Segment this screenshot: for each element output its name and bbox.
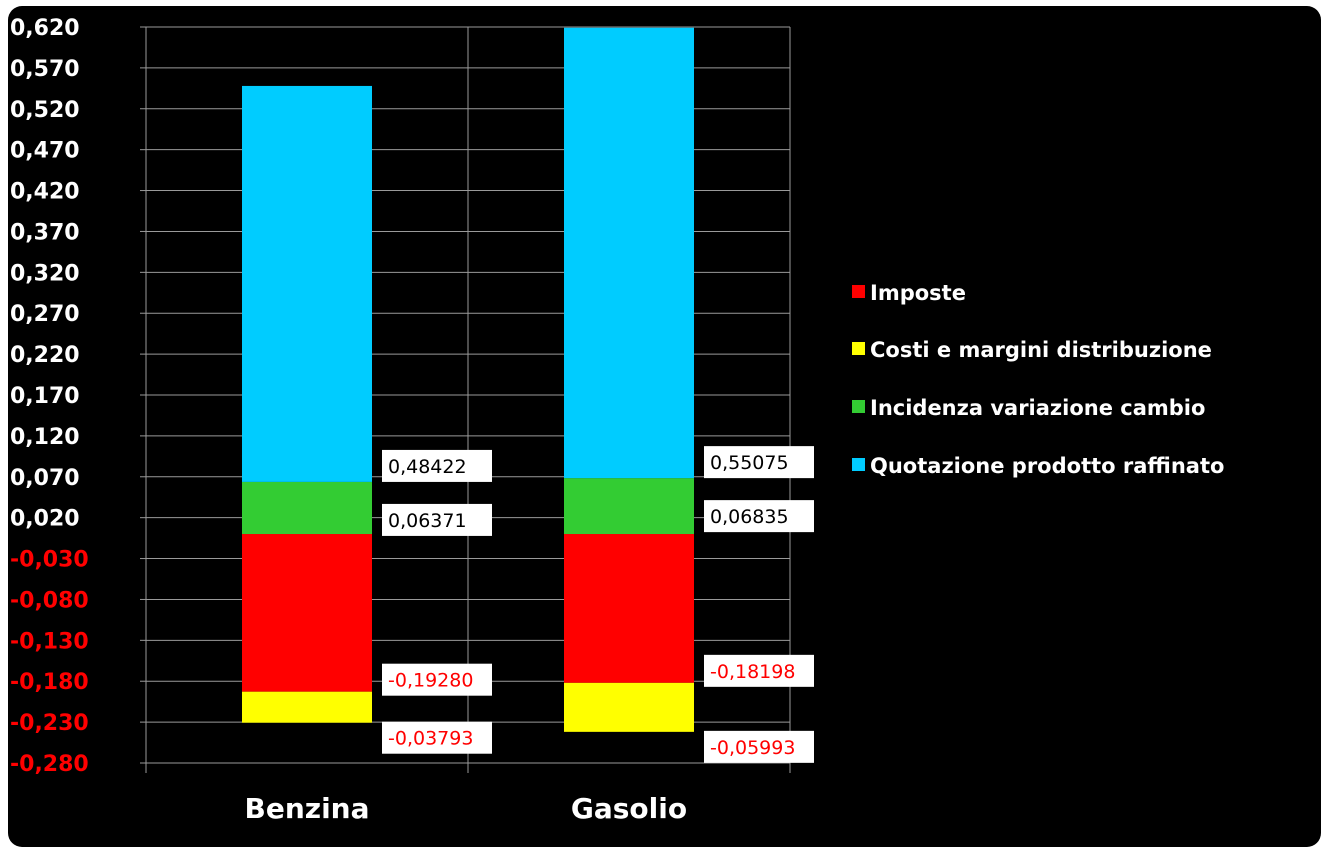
data-label-text: -0,05993 — [710, 737, 795, 759]
y-tick-label: -0,080 — [10, 588, 89, 613]
data-label-box — [382, 503, 492, 536]
data-label-text: 0,48422 — [388, 456, 467, 478]
legend-swatch — [852, 285, 865, 298]
data-label-box — [382, 663, 492, 696]
y-axis: 0,620 0,570 0,520 0,470 0,420 0,370 0,320 0,270… — [10, 16, 147, 777]
y-tick-label: 0,520 — [10, 98, 80, 123]
legend: Imposte Costi e margini distribuzione Inci… — [852, 281, 1224, 478]
y-tick-label: 0,020 — [10, 507, 80, 532]
data-label-text: -0,18198 — [710, 661, 795, 683]
data-label-text: 0,06835 — [710, 506, 789, 528]
y-tick-label: 0,370 — [10, 220, 80, 245]
y-tick-label: 0,220 — [10, 343, 80, 368]
y-tick-label: 0,070 — [10, 466, 80, 491]
legend-label: Quotazione prodotto raffinato — [870, 454, 1224, 478]
data-label-box — [704, 500, 814, 533]
data-label: 0,06835 — [704, 500, 814, 533]
y-tick-label: 0,570 — [10, 57, 80, 82]
y-tick-label: 0,620 — [10, 16, 80, 41]
x-category-label: Gasolio — [571, 792, 687, 825]
y-tick-label: -0,180 — [10, 670, 89, 695]
data-label: -0,03793 — [382, 721, 492, 754]
y-tick-label: -0,130 — [10, 629, 89, 654]
legend-swatch — [852, 458, 865, 471]
y-tick-label: -0,030 — [10, 548, 89, 573]
data-label-box — [382, 721, 492, 754]
data-label-text: -0,03793 — [388, 728, 473, 750]
bar-segment-imposte — [242, 534, 372, 692]
y-tick-label: -0,230 — [10, 711, 89, 736]
x-axis: Benzina Gasolio — [245, 792, 688, 825]
legend-label: Costi e margini distribuzione — [870, 338, 1212, 362]
stacked-bar-chart: 0,620 0,570 0,520 0,470 0,420 0,370 0,320 0,270… — [10, 16, 1224, 825]
data-label-box — [382, 449, 492, 482]
bar-segment-costi-e-margini-distribuzione — [564, 682, 694, 732]
data-label-box — [704, 730, 814, 763]
data-label-text: 0,06371 — [388, 510, 467, 532]
data-label: -0,19280 — [382, 663, 492, 696]
data-label: -0,18198 — [704, 654, 814, 687]
data-label-text: 0,55075 — [710, 452, 789, 474]
bar-segment-costi-e-margini-distribuzione — [242, 691, 372, 723]
y-tick-label: 0,270 — [10, 302, 80, 327]
y-tick-label: 0,420 — [10, 180, 80, 205]
y-tick-label: 0,320 — [10, 261, 80, 286]
bar-segment-quotazione-prodotto-raffinato — [564, 27, 694, 479]
data-label: -0,05993 — [704, 730, 814, 763]
chart-frame: 0,620 0,570 0,520 0,470 0,420 0,370 0,320 0,270… — [8, 6, 1321, 847]
data-label: 0,06371 — [382, 503, 492, 536]
y-tick-label: -0,280 — [10, 752, 89, 777]
y-tick-label: 0,120 — [10, 425, 80, 450]
x-category-label: Benzina — [245, 792, 370, 825]
data-label: 0,48422 — [382, 449, 492, 482]
data-label-text: -0,19280 — [388, 670, 473, 692]
bars — [242, 27, 694, 732]
y-tick-label: 0,470 — [10, 139, 80, 164]
legend-swatch — [852, 342, 865, 355]
bar-segment-incidenza-variazione-cambio — [564, 478, 694, 535]
legend-label: Incidenza variazione cambio — [870, 396, 1205, 420]
legend-swatch — [852, 400, 865, 413]
data-label-box — [704, 446, 814, 479]
bar-segment-incidenza-variazione-cambio — [242, 481, 372, 535]
bar-segment-imposte — [564, 534, 694, 683]
data-labels: -0,19280 -0,03793 0,06371 0,48422 -0,18198 -0… — [382, 446, 814, 763]
bar-segment-quotazione-prodotto-raffinato — [242, 85, 372, 482]
y-tick-label: 0,170 — [10, 384, 80, 409]
data-label: 0,55075 — [704, 446, 814, 479]
data-label-box — [704, 654, 814, 687]
legend-label: Imposte — [870, 281, 966, 305]
